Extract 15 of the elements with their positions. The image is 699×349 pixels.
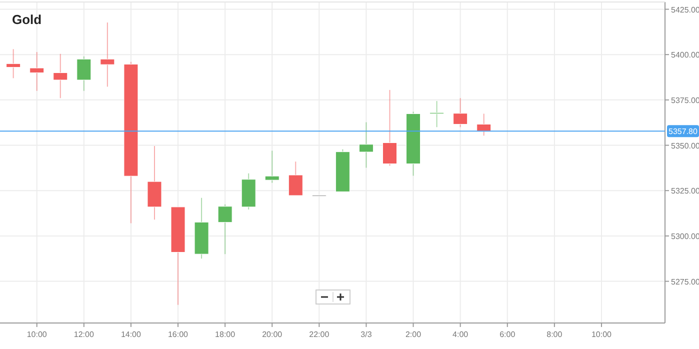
x-tick-label: 8:00 (546, 330, 563, 339)
x-tick-label: 4:00 (452, 330, 469, 339)
x-tick-label: 10:00 (26, 330, 48, 339)
ref-line-label: 5357.80 (668, 127, 698, 136)
x-tick-label: 6:00 (500, 330, 516, 339)
x-tick-label: 18:00 (215, 330, 236, 339)
x-tick-label: 14:00 (120, 330, 142, 339)
x-tick-label: 3/3 (360, 330, 372, 339)
x-tick-label: 10:00 (591, 330, 612, 339)
x-tick-label: 16:00 (168, 330, 189, 339)
x-tick-label: 12:00 (74, 330, 94, 339)
text: Gold (12, 12, 42, 27)
x-tick-label: 20:00 (262, 330, 283, 339)
x-tick-label: 2:00 (405, 330, 422, 339)
x-tick-label: 22:00 (309, 330, 330, 339)
